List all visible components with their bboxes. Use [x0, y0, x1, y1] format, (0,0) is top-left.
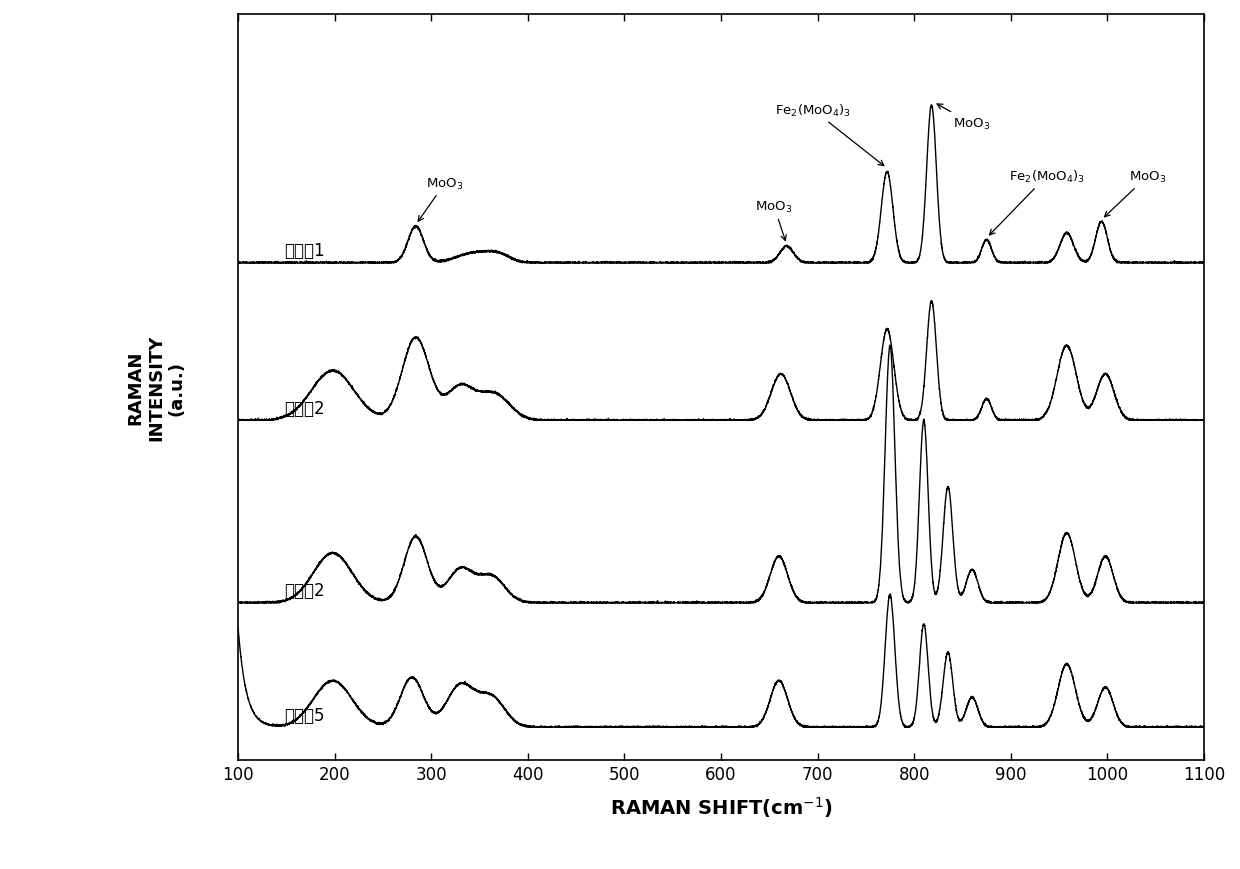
Text: Fe$_2$(MoO$_4$)$_3$: Fe$_2$(MoO$_4$)$_3$: [775, 103, 884, 167]
X-axis label: RAMAN SHIFT(cm$^{-1}$): RAMAN SHIFT(cm$^{-1}$): [610, 794, 832, 819]
Text: 对比例2: 对比例2: [284, 400, 325, 417]
Text: 实施例2: 实施例2: [284, 581, 325, 600]
Text: MoO$_3$: MoO$_3$: [755, 200, 792, 242]
Text: RAMAN
INTENSITY
(a.u.): RAMAN INTENSITY (a.u.): [126, 335, 186, 441]
Text: MoO$_3$: MoO$_3$: [1105, 169, 1166, 217]
Text: 实施例5: 实施例5: [284, 706, 325, 724]
Text: MoO$_3$: MoO$_3$: [937, 105, 990, 132]
Text: 对比例1: 对比例1: [284, 242, 325, 260]
Text: Fe$_2$(MoO$_4$)$_3$: Fe$_2$(MoO$_4$)$_3$: [990, 169, 1085, 235]
Text: MoO$_3$: MoO$_3$: [418, 176, 464, 222]
